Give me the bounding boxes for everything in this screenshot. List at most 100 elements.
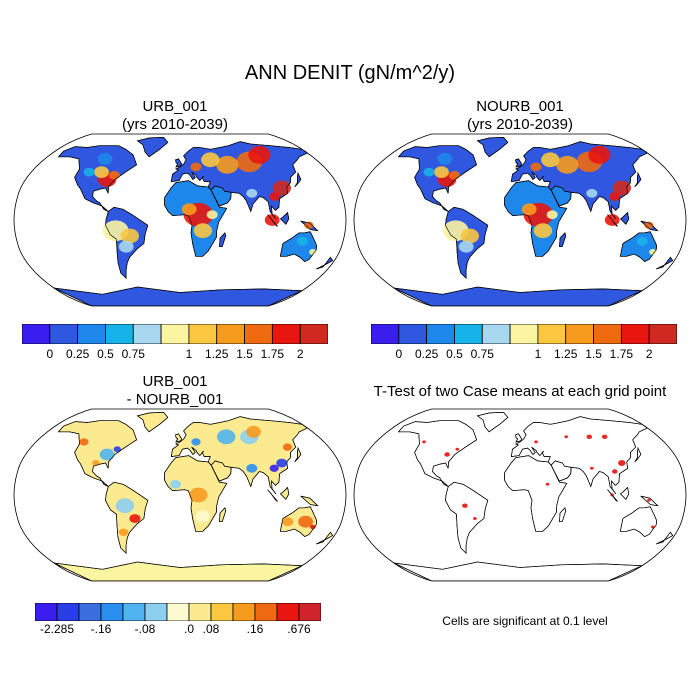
coastline-antarctica	[53, 286, 303, 306]
coastline-japan	[294, 447, 302, 463]
colorbar-tick-label: -.08	[134, 622, 156, 636]
coastline-new-guinea	[640, 495, 659, 507]
field-cell	[269, 464, 279, 472]
field-cell	[612, 180, 631, 196]
coastline-africa	[504, 455, 568, 532]
coastline-eurasia	[510, 416, 649, 495]
field-cell	[94, 166, 109, 178]
field-cell	[169, 479, 181, 489]
coastline-eurasia	[510, 141, 649, 220]
colorbar-urb	[22, 324, 328, 344]
field-cell	[269, 192, 281, 201]
colorbar-swatch	[276, 603, 300, 621]
field-cell	[636, 236, 648, 246]
coastline-north-america	[397, 145, 477, 212]
coastline-arabia	[210, 185, 232, 207]
coastline-south-america	[105, 206, 149, 279]
field-cell	[444, 452, 450, 457]
coastline-australia	[619, 231, 658, 262]
panel-title-nourb: NOURB_001 (yrs 2010-2039)	[420, 98, 620, 134]
coastline-uk	[175, 158, 182, 168]
colorbar-swatch	[454, 324, 483, 344]
colorbar-swatch	[509, 324, 539, 344]
colorbar-tick-label: .0	[183, 622, 195, 636]
coastline-greenland	[136, 136, 169, 158]
panel-title-ttest: T-Test of two Case means at each grid po…	[373, 383, 667, 400]
colorbar-swatch	[132, 324, 162, 344]
field-cell	[282, 443, 292, 451]
coastline-arabia	[550, 460, 572, 482]
colorbar-tick-label: 1.25	[554, 347, 578, 361]
colorbar-swatch	[122, 603, 146, 621]
field-cell	[195, 510, 211, 523]
coastline-africa	[164, 455, 228, 532]
globe-outline	[353, 133, 687, 307]
coastline-south-america	[445, 206, 489, 279]
field-cell	[647, 498, 651, 502]
panel-title-urb-line2: (yrs 2010-2039)	[122, 116, 228, 133]
colorbar-tick-label: 1.5	[585, 347, 602, 361]
field-cell	[556, 155, 579, 174]
colorbar-swatch	[620, 324, 650, 344]
coastline-greenland	[476, 411, 509, 433]
main-title: ANN DENIT (gN/m^2/y)	[244, 62, 456, 84]
colorbar-tick-label: 1	[185, 347, 193, 361]
colorbar-tick-label: 0.25	[65, 347, 90, 361]
map-ttest	[353, 408, 687, 582]
coastline-japan	[294, 172, 302, 188]
coastline-new-guinea	[300, 495, 319, 507]
coastline-new-guinea	[640, 220, 659, 232]
field-cell	[644, 221, 654, 229]
colorbar-tick-label: 0	[395, 347, 403, 361]
colorbar-swatch	[77, 324, 106, 344]
colorbar-tick-label: -2.285	[39, 622, 75, 636]
colorbar-swatch	[426, 324, 455, 344]
field-cell	[564, 435, 568, 439]
field-cell	[296, 236, 308, 246]
coastline-madagascar	[219, 507, 227, 522]
colorbar-swatch	[100, 603, 124, 621]
panel-title-urb-line1: URB_001	[142, 98, 208, 115]
colorbar-tick-label: 1.25	[205, 347, 229, 361]
colorbar-swatch	[49, 324, 79, 344]
colorbar-tick-label: .676	[287, 622, 311, 636]
field-cell	[588, 146, 611, 164]
coastline-australia	[279, 506, 318, 537]
field-cell	[460, 228, 479, 244]
field-cell	[545, 482, 550, 486]
field-cell	[246, 188, 258, 198]
colorbar-swatch	[254, 603, 278, 621]
field-cell	[282, 517, 294, 527]
coastline-sumatra	[267, 489, 278, 502]
colorbar-swatch	[371, 324, 400, 344]
colorbar-swatch	[210, 603, 234, 621]
colorbar-tick-label: 0	[46, 347, 54, 361]
colorbar-tick-label: 1.75	[609, 347, 634, 361]
colorbar-tick-label: .08	[202, 622, 220, 636]
colorbar-swatch	[298, 603, 321, 621]
coastline-eurasia	[170, 416, 309, 495]
coastline-uk	[175, 433, 182, 443]
field-cell	[191, 438, 201, 446]
colorbar-swatch	[35, 603, 58, 621]
coastline-antarctica	[53, 561, 303, 581]
colorbar-swatch	[244, 324, 273, 344]
coastline-north-america	[57, 145, 137, 212]
field-cell	[216, 155, 239, 174]
colorbar-swatch	[56, 603, 80, 621]
colorbar-swatch	[593, 324, 622, 344]
field-cell	[190, 162, 202, 172]
field-cell	[206, 210, 218, 220]
coastline-borneo	[620, 211, 630, 225]
coastline-africa	[164, 180, 228, 257]
colorbar-swatch	[144, 603, 168, 621]
coastline-sumatra	[607, 489, 618, 502]
colorbar-swatch	[105, 324, 134, 344]
field-cell	[462, 503, 468, 508]
field-cell	[201, 152, 220, 168]
coastline-eurasia	[170, 141, 309, 220]
coastline-madagascar	[559, 232, 567, 247]
coastline-greenland	[136, 411, 169, 433]
field-cell	[189, 487, 208, 503]
field-cell	[586, 434, 593, 439]
